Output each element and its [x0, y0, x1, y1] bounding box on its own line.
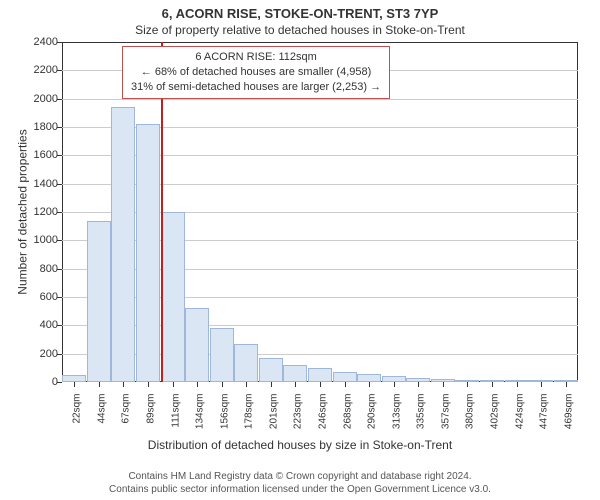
x-tick-mark [345, 382, 346, 387]
x-tick-mark [566, 382, 567, 387]
histogram-bar [283, 365, 307, 382]
x-tick-mark [197, 382, 198, 387]
y-tick-label: 1200 [34, 206, 62, 218]
histogram-bar [333, 372, 357, 382]
annotation-box: 6 ACORN RISE: 112sqm← 68% of detached ho… [122, 46, 390, 99]
y-tick-label: 0 [52, 376, 62, 388]
x-tick-mark [418, 382, 419, 387]
x-tick-mark [369, 382, 370, 387]
annotation-line-1: 6 ACORN RISE: 112sqm [131, 50, 381, 65]
x-tick-mark [295, 382, 296, 387]
histogram-bar [136, 124, 160, 382]
annotation-line-2: ← 68% of detached houses are smaller (4,… [131, 65, 381, 80]
y-tick-label: 600 [40, 291, 62, 303]
x-tick-mark [148, 382, 149, 387]
y-axis-title: Number of detached properties [16, 129, 30, 294]
x-tick-mark [246, 382, 247, 387]
y-tick-label: 2000 [34, 93, 62, 105]
y-tick-label: 2400 [34, 36, 62, 48]
y-tick-label: 400 [40, 319, 62, 331]
x-tick-mark [74, 382, 75, 387]
histogram-bar [234, 344, 258, 382]
y-tick-label: 1600 [34, 149, 62, 161]
y-tick-label: 1400 [34, 178, 62, 190]
y-tick-label: 800 [40, 263, 62, 275]
histogram-bar [210, 328, 234, 382]
y-tick-label: 2200 [34, 64, 62, 76]
footer-line-2: Contains public sector information licen… [0, 483, 600, 496]
y-tick-label: 1000 [34, 234, 62, 246]
histogram-bar [259, 358, 283, 382]
x-tick-mark [173, 382, 174, 387]
x-tick-mark [394, 382, 395, 387]
plot-area: 0200400600800100012001400160018002000220… [62, 42, 578, 382]
x-tick-mark [123, 382, 124, 387]
x-tick-mark [222, 382, 223, 387]
x-tick-mark [517, 382, 518, 387]
x-tick-mark [467, 382, 468, 387]
histogram-bar [87, 221, 111, 383]
histogram-bar [62, 375, 86, 382]
x-axis-title: Distribution of detached houses by size … [0, 438, 600, 452]
y-tick-label: 1800 [34, 121, 62, 133]
y-tick-label: 200 [40, 348, 62, 360]
histogram-bar [308, 368, 332, 382]
histogram-bar [185, 308, 209, 382]
grid-line [62, 99, 578, 100]
chart-container: 6, ACORN RISE, STOKE-ON-TRENT, ST3 7YP S… [0, 0, 600, 500]
x-tick-mark [320, 382, 321, 387]
footer-line-1: Contains HM Land Registry data © Crown c… [0, 470, 600, 483]
histogram-bar [357, 374, 381, 382]
x-tick-mark [492, 382, 493, 387]
annotation-line-3: 31% of semi-detached houses are larger (… [131, 80, 381, 95]
histogram-bar [111, 107, 135, 382]
histogram-bar [161, 212, 185, 382]
x-tick-mark [99, 382, 100, 387]
chart-title: 6, ACORN RISE, STOKE-ON-TRENT, ST3 7YP [0, 0, 600, 21]
x-tick-mark [271, 382, 272, 387]
x-tick-mark [443, 382, 444, 387]
footer: Contains HM Land Registry data © Crown c… [0, 470, 600, 496]
x-tick-mark [541, 382, 542, 387]
chart-subtitle: Size of property relative to detached ho… [0, 21, 600, 37]
